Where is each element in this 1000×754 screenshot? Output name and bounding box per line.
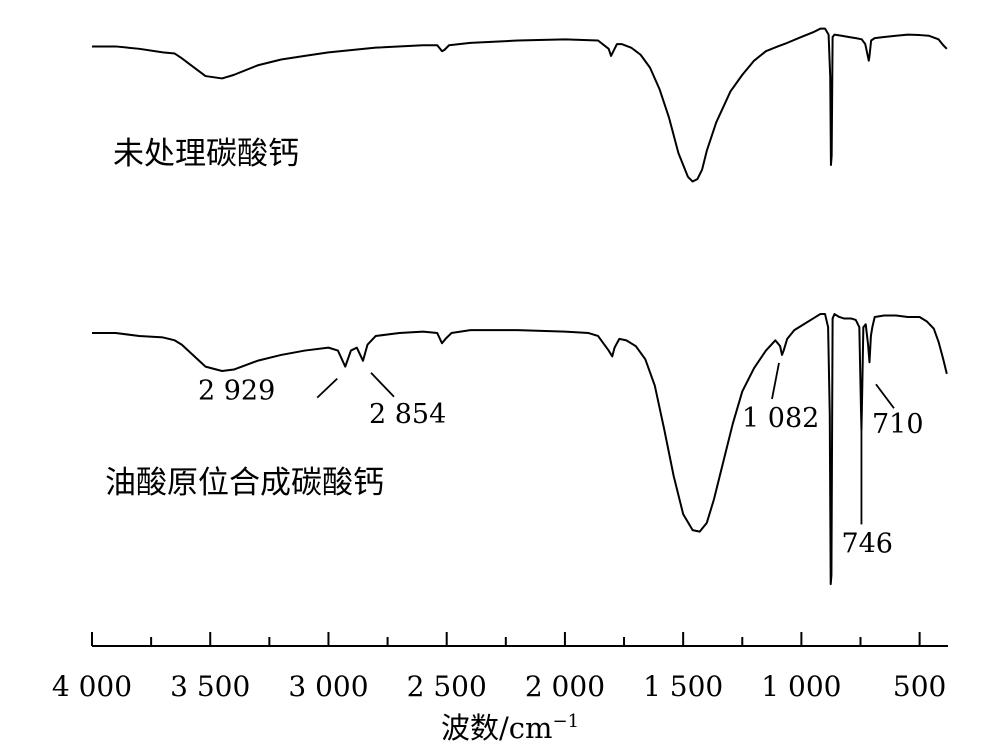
- annotation-layer: 2 929 2 854 1 082 746 710: [198, 362, 924, 559]
- x-tick-label-4000: 4 000: [52, 670, 132, 703]
- annotation-leader-2854: [370, 372, 395, 398]
- x-tick-label-2000: 2 000: [525, 670, 605, 703]
- annotation-label-1082: 1 082: [742, 403, 819, 434]
- x-tick-label-3000: 3 000: [288, 670, 368, 703]
- x-tick-label-2500: 2 500: [407, 670, 487, 703]
- spectrum-line-2: [92, 313, 948, 586]
- x-axis: 4 000 3 500 3 000 2 500 2 000 1 500 1 000 500: [52, 632, 948, 703]
- annotation-leader-710: [875, 383, 895, 409]
- x-axis-title-superscript: −1: [552, 711, 579, 732]
- x-tick-label-1000: 1 000: [761, 670, 841, 703]
- x-tick-label-500: 500: [893, 670, 946, 703]
- annotation-label-710: 710: [872, 409, 924, 440]
- series-label-untreated: 未处理碳酸钙: [113, 136, 299, 172]
- x-axis-title: 波数/cm−1: [441, 711, 579, 745]
- annotation-label-2929: 2 929: [198, 376, 275, 407]
- annotation-label-2854: 2 854: [369, 399, 446, 430]
- series-label-oleic-acid: 油酸原位合成碳酸钙: [105, 465, 384, 501]
- annotation-leader-1082: [771, 362, 780, 400]
- x-tick-label-1500: 1 500: [643, 670, 723, 703]
- spectrum-line-1: [92, 27, 948, 183]
- annotation-label-746: 746: [841, 528, 893, 559]
- x-axis-title-main: 波数: [441, 711, 499, 745]
- x-axis-title-unit: /cm: [499, 711, 553, 745]
- annotation-leader-2929: [316, 377, 338, 399]
- series-layer: [92, 27, 948, 586]
- x-tick-label-3500: 3 500: [170, 670, 250, 703]
